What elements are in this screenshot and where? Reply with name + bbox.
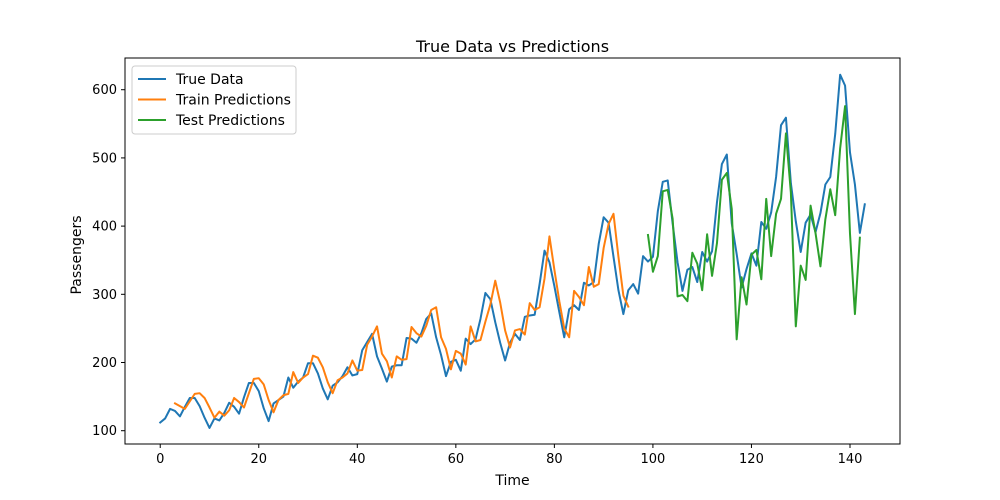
y-axis-title: Passengers <box>69 215 85 294</box>
y-tick-label: 200 <box>92 356 117 371</box>
legend-label-test-predictions: Test Predictions <box>175 113 285 129</box>
legend-box <box>131 65 297 135</box>
chart-title: True Data vs Predictions <box>415 37 609 56</box>
x-tick-label: 0 <box>156 452 164 467</box>
x-tick-label: 140 <box>838 452 863 467</box>
series-line-train-predictions <box>173 212 630 419</box>
y-tick-label: 100 <box>92 424 117 439</box>
x-tick-label: 60 <box>448 452 465 467</box>
x-tick-label: 80 <box>546 452 563 467</box>
legend-label-train-predictions: Train Predictions <box>175 93 291 109</box>
plot-frame <box>124 57 901 445</box>
legend: True Data Train Predictions Test Predictio… <box>131 65 297 135</box>
y-tick-label: 500 <box>92 151 117 166</box>
series-line-test-predictions <box>646 105 861 341</box>
x-tick-label: 20 <box>250 452 267 467</box>
x-axis-title: Time <box>494 473 529 489</box>
y-tick-label: 600 <box>92 83 117 98</box>
x-tick-label: 120 <box>739 452 764 467</box>
legend-label-true-data: True Data <box>175 72 244 88</box>
x-tick-label: 100 <box>641 452 666 467</box>
y-tick-label: 300 <box>92 288 117 303</box>
x-tick-label: 40 <box>349 452 366 467</box>
y-tick-label: 400 <box>92 220 117 235</box>
